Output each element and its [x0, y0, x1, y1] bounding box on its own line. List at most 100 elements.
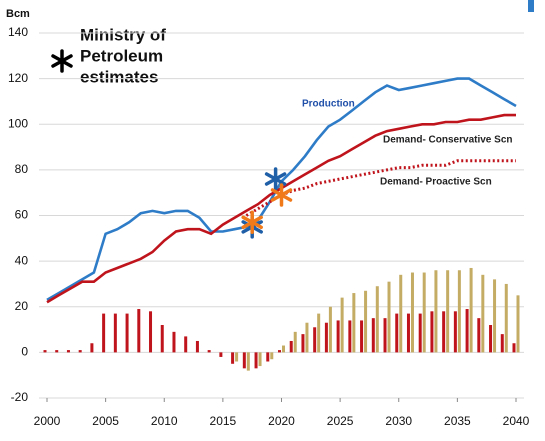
x-tick-label: 2030	[385, 414, 412, 428]
x-tick-label: 2015	[210, 414, 237, 428]
bar	[195, 340, 199, 353]
bar	[289, 340, 293, 353]
annotation: estimates	[80, 67, 158, 86]
asterisk-stroke	[241, 215, 263, 230]
bar	[430, 311, 434, 353]
y-tick-label: -20	[11, 390, 29, 404]
bar	[446, 270, 450, 353]
bar	[360, 320, 364, 353]
bar	[489, 325, 493, 353]
x-tick-label: 2025	[327, 414, 354, 428]
bar	[383, 318, 387, 353]
y-tick-label: 120	[8, 71, 28, 85]
bar	[125, 313, 129, 353]
y-tick-label: 40	[15, 253, 29, 267]
bar	[235, 352, 239, 362]
bar	[231, 352, 235, 364]
bar	[282, 345, 285, 353]
bar	[66, 350, 70, 353]
bar	[258, 352, 262, 367]
bar	[418, 313, 422, 353]
bar	[219, 352, 223, 357]
bar	[410, 272, 414, 353]
bar	[442, 311, 446, 353]
bar	[328, 306, 332, 353]
estimate-point	[264, 167, 287, 191]
bar	[457, 270, 461, 353]
bar	[500, 334, 504, 353]
x-tick-label: 2035	[444, 414, 471, 428]
bar	[113, 313, 117, 353]
series-label: Demand- Conservative Scn	[383, 135, 513, 146]
bar	[493, 279, 497, 353]
bar	[278, 350, 281, 353]
y-tick-label: 20	[15, 299, 29, 313]
bar	[348, 320, 352, 353]
asterisk-stroke	[264, 172, 287, 186]
bar	[184, 336, 188, 353]
bar	[270, 352, 274, 360]
corner-decoration	[528, 0, 534, 12]
bar	[340, 297, 344, 353]
asterisk-stroke	[270, 188, 293, 202]
bar	[102, 313, 106, 353]
x-tick-label: 2040	[503, 414, 530, 428]
bar	[55, 350, 59, 353]
bar	[434, 270, 438, 353]
bar	[375, 286, 379, 353]
bar	[78, 350, 82, 353]
line	[245, 159, 516, 217]
bar	[266, 352, 270, 362]
y-tick-label: 140	[8, 25, 28, 39]
bar	[406, 313, 410, 353]
y-unit: Bcm	[6, 8, 30, 20]
bar	[364, 290, 368, 353]
bar	[293, 331, 297, 353]
bar	[465, 309, 469, 353]
bar	[477, 318, 481, 353]
legend-asterisk	[51, 49, 73, 73]
annotation: Petroleum	[80, 46, 163, 65]
x-tick-label: 2010	[151, 414, 178, 428]
estimate-point	[270, 183, 293, 207]
bar	[90, 343, 94, 353]
bar	[207, 350, 211, 353]
bar	[172, 331, 176, 353]
x-tick-label: 2005	[92, 414, 119, 428]
bar	[371, 318, 375, 353]
bar	[481, 274, 485, 353]
y-tick-label: 0	[21, 345, 28, 359]
x-tick-label: 2020	[268, 414, 295, 428]
bar	[301, 334, 305, 353]
series-label: Demand- Proactive Scn	[380, 177, 492, 188]
bar	[317, 313, 321, 353]
bar	[324, 322, 328, 353]
bar	[504, 283, 508, 353]
x-tick-label: 2000	[34, 414, 61, 428]
bar	[516, 295, 520, 353]
bar	[469, 267, 473, 353]
bar	[246, 352, 250, 371]
y-tick-label: 100	[8, 116, 28, 130]
bar	[149, 311, 153, 353]
bar	[453, 311, 457, 353]
bar	[254, 352, 258, 369]
bar	[395, 313, 399, 353]
series-label: Production	[302, 99, 355, 110]
bar	[399, 274, 403, 353]
bar	[160, 325, 164, 353]
bar	[43, 350, 47, 353]
bar	[512, 343, 516, 353]
bar	[352, 293, 356, 353]
bar	[387, 281, 391, 353]
y-tick-label: 80	[15, 162, 29, 176]
bar	[305, 322, 309, 353]
bar	[422, 272, 426, 353]
y-tick-label: 60	[15, 208, 29, 222]
bar	[336, 320, 340, 353]
estimate-point	[241, 210, 263, 235]
bar	[313, 327, 317, 353]
annotation: Ministry of	[80, 25, 166, 44]
bar	[242, 352, 246, 369]
